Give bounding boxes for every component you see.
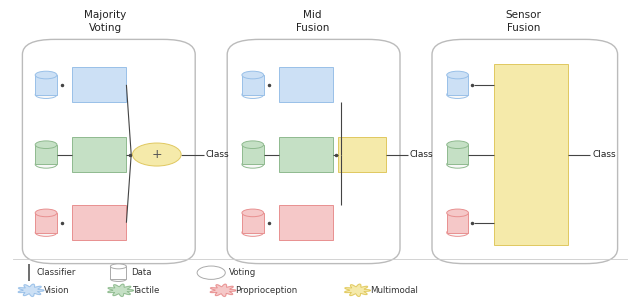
Text: Class: Class (410, 150, 433, 159)
Text: Vision: Vision (44, 286, 69, 295)
Ellipse shape (447, 161, 468, 168)
FancyBboxPatch shape (72, 68, 127, 102)
Text: Class: Class (205, 150, 229, 159)
Text: Classifier: Classifier (36, 268, 76, 277)
FancyBboxPatch shape (447, 145, 468, 164)
FancyBboxPatch shape (447, 213, 468, 232)
Text: Multimodal: Multimodal (370, 286, 418, 295)
Ellipse shape (242, 91, 264, 98)
Text: Voting: Voting (229, 268, 257, 277)
Text: Proprioception: Proprioception (236, 286, 298, 295)
Text: +: + (152, 148, 162, 161)
Ellipse shape (242, 209, 264, 217)
Ellipse shape (35, 71, 57, 79)
Polygon shape (210, 284, 236, 296)
FancyBboxPatch shape (279, 68, 333, 102)
Polygon shape (108, 284, 133, 296)
Polygon shape (344, 284, 370, 296)
Ellipse shape (35, 141, 57, 148)
Text: Sensor
Fusion: Sensor Fusion (506, 10, 541, 33)
FancyBboxPatch shape (242, 145, 264, 164)
Ellipse shape (35, 209, 57, 217)
Ellipse shape (447, 229, 468, 236)
Text: Mid
Fusion: Mid Fusion (296, 10, 329, 33)
Ellipse shape (35, 229, 57, 236)
FancyBboxPatch shape (72, 205, 127, 240)
Ellipse shape (447, 209, 468, 217)
Polygon shape (18, 284, 44, 296)
Text: Tactile: Tactile (133, 286, 161, 295)
FancyBboxPatch shape (279, 137, 333, 172)
Circle shape (197, 266, 225, 279)
FancyBboxPatch shape (35, 145, 57, 164)
Ellipse shape (242, 229, 264, 236)
Text: Data: Data (131, 268, 152, 277)
Ellipse shape (447, 91, 468, 98)
Ellipse shape (447, 141, 468, 148)
FancyBboxPatch shape (242, 75, 264, 95)
FancyBboxPatch shape (110, 266, 127, 279)
Ellipse shape (110, 264, 127, 269)
Ellipse shape (242, 161, 264, 168)
FancyBboxPatch shape (35, 75, 57, 95)
Ellipse shape (110, 277, 127, 281)
FancyBboxPatch shape (35, 213, 57, 232)
FancyBboxPatch shape (242, 213, 264, 232)
FancyBboxPatch shape (279, 205, 333, 240)
FancyBboxPatch shape (72, 137, 127, 172)
Ellipse shape (447, 71, 468, 79)
Ellipse shape (242, 71, 264, 79)
Ellipse shape (242, 141, 264, 148)
FancyBboxPatch shape (447, 75, 468, 95)
FancyBboxPatch shape (338, 137, 385, 172)
Circle shape (132, 143, 181, 166)
Text: Class: Class (593, 150, 616, 159)
Ellipse shape (35, 91, 57, 98)
FancyBboxPatch shape (494, 64, 568, 245)
Ellipse shape (35, 161, 57, 168)
Text: Majority
Voting: Majority Voting (84, 10, 127, 33)
